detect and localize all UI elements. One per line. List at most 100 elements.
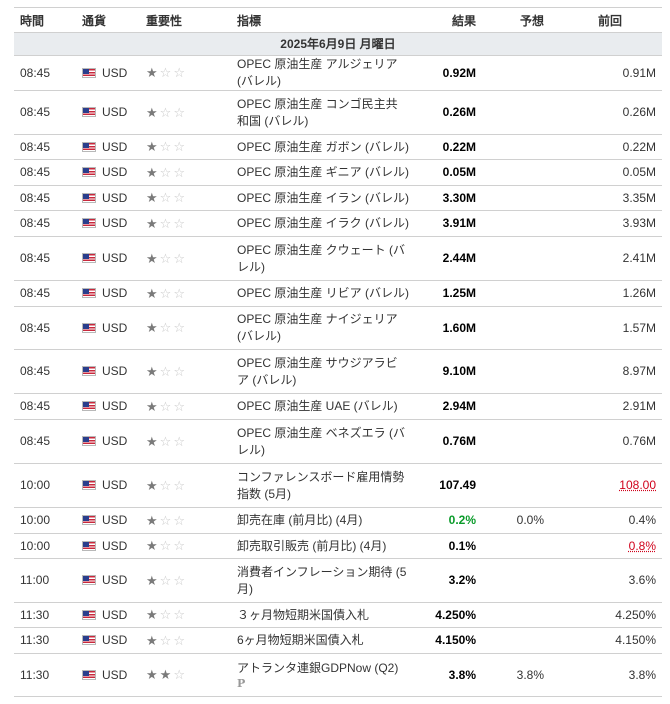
event-row[interactable]: 08:45 USD ★☆☆ OPEC 原油生産 イラン (バレル) 3.30M 3.35M bbox=[14, 185, 662, 211]
event-row[interactable]: 11:30 USD ★★☆ アトランタ連銀GDPNow (Q2) P 3.8% 3.8% 3.… bbox=[14, 653, 662, 697]
event-row[interactable]: 10:00 USD ★☆☆ コンファレンスボード雇用情勢指数 (5月) 107.49 10… bbox=[14, 463, 662, 508]
event-indicator[interactable]: 卸売取引販売 (前月比) (4月) bbox=[231, 533, 415, 559]
event-row[interactable]: 08:45 USD ★☆☆ OPEC 原油生産 UAE (バレル) 2.94M 2.91M bbox=[14, 393, 662, 420]
star-filled-icon: ★ bbox=[146, 190, 160, 205]
event-forecast bbox=[482, 558, 550, 603]
event-name-link[interactable]: アトランタ連銀GDPNow (Q2) bbox=[237, 661, 399, 675]
event-indicator[interactable]: 消費者インフレーション期待 (5月) bbox=[231, 558, 415, 603]
event-name-link[interactable]: コンファレンスボード雇用情勢指数 (5月) bbox=[237, 469, 405, 501]
event-row[interactable]: 08:45 USD ★☆☆ OPEC 原油生産 アルジェリア (バレル) 0.92M 0.… bbox=[14, 55, 662, 91]
importance-stars: ★☆☆ bbox=[140, 349, 231, 394]
event-indicator[interactable]: 6ヶ月物短期米国債入札 bbox=[231, 627, 415, 654]
event-previous: 0.22M bbox=[550, 134, 662, 160]
event-name-link[interactable]: OPEC 原油生産 クウェート (バレル) bbox=[237, 242, 406, 274]
star-filled-icon: ★ bbox=[146, 512, 160, 528]
event-indicator[interactable]: ３ヶ月物短期米国債入札 bbox=[231, 602, 415, 628]
event-forecast bbox=[482, 210, 550, 237]
event-name-link[interactable]: OPEC 原油生産 ナイジェリア (バレル) bbox=[237, 312, 398, 343]
event-indicator[interactable]: OPEC 原油生産 イラク (バレル) bbox=[231, 210, 415, 237]
event-name-link[interactable]: OPEC 原油生産 ガボン (バレル) bbox=[237, 139, 410, 154]
header-forecast[interactable]: 予想 bbox=[482, 7, 550, 33]
event-previous: 4.250% bbox=[550, 602, 662, 628]
event-row[interactable]: 08:45 USD ★☆☆ OPEC 原油生産 サウジアラビア (バレル) 9.10M 8… bbox=[14, 349, 662, 394]
star-filled-icon: ★ bbox=[146, 607, 160, 622]
event-row[interactable]: 08:45 USD ★☆☆ OPEC 原油生産 ガボン (バレル) 0.22M 0.22M bbox=[14, 134, 662, 160]
event-indicator[interactable]: 卸売在庫 (前月比) (4月) bbox=[231, 507, 415, 534]
event-name-link[interactable]: OPEC 原油生産 イラク (バレル) bbox=[237, 216, 410, 230]
event-name-link[interactable]: OPEC 原油生産 コンゴ民主共和国 (バレル) bbox=[237, 96, 398, 128]
event-row[interactable]: 08:45 USD ★☆☆ OPEC 原油生産 ベネズエラ (バレル) 0.76M 0.7… bbox=[14, 419, 662, 464]
event-previous[interactable]: 0.8% bbox=[550, 533, 662, 559]
header-importance[interactable]: 重要性 bbox=[140, 7, 231, 33]
event-row[interactable]: 10:00 USD ★☆☆ 卸売在庫 (前月比) (4月) 0.2% 0.0% 0.4% bbox=[14, 507, 662, 534]
event-indicator[interactable]: OPEC 原油生産 ナイジェリア (バレル) bbox=[231, 306, 415, 350]
us-flag-icon bbox=[82, 288, 96, 298]
star-filled-icon: ★ bbox=[146, 285, 160, 301]
us-flag-icon bbox=[82, 107, 96, 117]
event-indicator[interactable]: OPEC 原油生産 ベネズエラ (バレル) bbox=[231, 419, 415, 464]
event-previous[interactable]: 108.00 bbox=[550, 463, 662, 508]
event-indicator[interactable]: OPEC 原油生産 ガボン (バレル) bbox=[231, 134, 415, 160]
event-indicator[interactable]: OPEC 原油生産 アルジェリア (バレル) bbox=[231, 55, 415, 91]
event-row[interactable]: 08:45 USD ★☆☆ OPEC 原油生産 イラク (バレル) 3.91M 3.93M bbox=[14, 210, 662, 237]
us-flag-icon bbox=[82, 218, 96, 228]
event-name-link[interactable]: 卸売在庫 (前月比) (4月) bbox=[237, 513, 363, 527]
header-previous[interactable]: 前回 bbox=[550, 7, 662, 33]
star-empty-icon: ☆ bbox=[159, 398, 174, 414]
event-name-link[interactable]: 消費者インフレーション期待 (5月) bbox=[237, 564, 407, 596]
event-row[interactable]: 08:45 USD ★☆☆ OPEC 原油生産 ギニア (バレル) 0.05M 0.05M bbox=[14, 159, 662, 186]
event-indicator[interactable]: OPEC 原油生産 イラン (バレル) bbox=[231, 185, 415, 211]
event-time: 08:45 bbox=[14, 90, 76, 135]
event-forecast bbox=[482, 463, 550, 508]
event-time: 10:00 bbox=[14, 463, 76, 508]
event-indicator[interactable]: OPEC 原油生産 リビア (バレル) bbox=[231, 280, 415, 307]
event-name-link[interactable]: 卸売取引販売 (前月比) (4月) bbox=[237, 538, 387, 553]
star-empty-icon: ☆ bbox=[159, 164, 174, 180]
event-indicator[interactable]: OPEC 原油生産 UAE (バレル) bbox=[231, 393, 415, 420]
header-time[interactable]: 時間 bbox=[14, 7, 76, 33]
event-row[interactable]: 11:00 USD ★☆☆ 消費者インフレーション期待 (5月) 3.2% 3.6% bbox=[14, 558, 662, 603]
event-name-link[interactable]: OPEC 原油生産 ベネズエラ (バレル) bbox=[237, 425, 406, 457]
event-indicator[interactable]: OPEC 原油生産 コンゴ民主共和国 (バレル) bbox=[231, 90, 415, 135]
event-actual: 0.22M bbox=[415, 134, 482, 160]
event-row[interactable]: 08:45 USD ★☆☆ OPEC 原油生産 クウェート (バレル) 2.44M 2.4… bbox=[14, 236, 662, 281]
header-actual[interactable]: 結果 bbox=[415, 7, 482, 33]
star-empty-icon: ☆ bbox=[159, 139, 174, 154]
event-name-link[interactable]: OPEC 原油生産 UAE (バレル) bbox=[237, 399, 398, 413]
event-actual: 2.94M bbox=[415, 393, 482, 420]
event-name-link[interactable]: OPEC 原油生産 リビア (バレル) bbox=[237, 286, 410, 300]
event-forecast bbox=[482, 533, 550, 559]
event-indicator[interactable]: OPEC 原油生産 サウジアラビア (バレル) bbox=[231, 349, 415, 394]
star-filled-icon: ★ bbox=[146, 572, 160, 588]
event-name-link[interactable]: OPEC 原油生産 ギニア (バレル) bbox=[237, 165, 410, 179]
event-time: 10:00 bbox=[14, 507, 76, 534]
event-indicator[interactable]: OPEC 原油生産 クウェート (バレル) bbox=[231, 236, 415, 281]
event-row[interactable]: 08:45 USD ★☆☆ OPEC 原油生産 ナイジェリア (バレル) 1.60M 1.… bbox=[14, 306, 662, 350]
header-currency[interactable]: 通貨 bbox=[76, 7, 140, 33]
event-indicator[interactable]: OPEC 原油生産 ギニア (バレル) bbox=[231, 159, 415, 186]
event-name-link[interactable]: OPEC 原油生産 イラン (バレル) bbox=[237, 190, 410, 205]
event-row[interactable]: 11:30 USD ★☆☆ ３ヶ月物短期米国債入札 4.250% 4.250% bbox=[14, 602, 662, 628]
event-row[interactable]: 08:45 USD ★☆☆ OPEC 原油生産 リビア (バレル) 1.25M 1.26M bbox=[14, 280, 662, 307]
star-empty-icon: ☆ bbox=[159, 190, 174, 205]
us-flag-icon bbox=[82, 515, 96, 525]
event-actual: 9.10M bbox=[415, 349, 482, 394]
event-indicator[interactable]: アトランタ連銀GDPNow (Q2) P bbox=[231, 653, 415, 697]
event-row[interactable]: 11:30 USD ★☆☆ 6ヶ月物短期米国債入札 4.150% 4.150% bbox=[14, 627, 662, 654]
event-name-link[interactable]: OPEC 原油生産 サウジアラビア (バレル) bbox=[237, 355, 398, 387]
event-indicator[interactable]: コンファレンスボード雇用情勢指数 (5月) bbox=[231, 463, 415, 508]
event-row[interactable]: 08:45 USD ★☆☆ OPEC 原油生産 コンゴ民主共和国 (バレル) 0.26M… bbox=[14, 90, 662, 135]
star-empty-icon: ☆ bbox=[159, 215, 174, 231]
header-indicator[interactable]: 指標 bbox=[231, 7, 415, 33]
event-row[interactable]: 10:00 USD ★☆☆ 卸売取引販売 (前月比) (4月) 0.1% 0.8% bbox=[14, 533, 662, 559]
event-name-link[interactable]: OPEC 原油生産 アルジェリア (バレル) bbox=[237, 57, 398, 88]
header-row: 時間 通貨 重要性 指標 結果 予想 前回 bbox=[14, 7, 662, 33]
event-currency: USD bbox=[76, 533, 140, 559]
event-name-link[interactable]: ３ヶ月物短期米国債入札 bbox=[237, 607, 370, 622]
event-currency: USD bbox=[76, 210, 140, 237]
event-actual: 107.49 bbox=[415, 463, 482, 508]
star-filled-icon: ★ bbox=[146, 667, 160, 682]
event-currency: USD bbox=[76, 159, 140, 186]
currency-code: USD bbox=[102, 320, 128, 335]
event-name-link[interactable]: 6ヶ月物短期米国債入札 bbox=[237, 633, 364, 647]
